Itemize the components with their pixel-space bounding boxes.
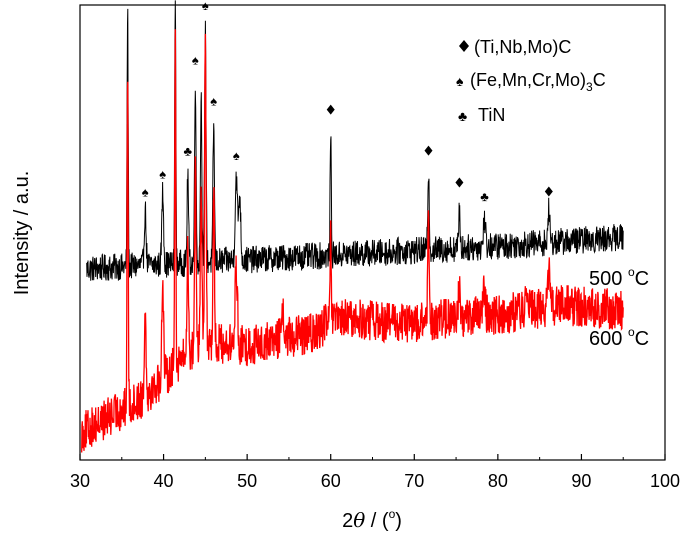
series-label-500-unit: C <box>635 268 649 290</box>
series-label-600-value: 600 <box>589 328 628 350</box>
x-tick-label-50: 50 <box>237 471 257 491</box>
series-label-600-sup: o <box>628 325 635 339</box>
legend-entry-diamond: (Ti,Nb,Mo)C <box>459 37 571 57</box>
x-tick-label-30: 30 <box>70 471 90 491</box>
peak-spade-icon: ♠ <box>142 185 149 200</box>
legend-diamond-icon <box>459 40 469 52</box>
y-axis-label: Intensity / a.u. <box>11 171 33 296</box>
series-label-500: 500 oC <box>589 265 649 290</box>
x-axis-label-theta: θ <box>353 508 365 532</box>
series-label-500-sup: o <box>628 265 635 279</box>
peak-markers: ♠ ♠ ♣ ♠ ♠ ♠ ♠ ♣ <box>142 0 553 204</box>
peak-spade-icon: ♠ <box>202 0 209 13</box>
peak-diamond-icon <box>544 186 553 197</box>
series-layer <box>81 0 624 453</box>
peak-spade-icon: ♠ <box>233 148 240 163</box>
peak-spade-icon: ♠ <box>192 53 199 68</box>
peak-diamond-icon <box>424 145 433 156</box>
x-tick-label-70: 70 <box>404 471 424 491</box>
x-tick-label-100: 100 <box>650 471 680 491</box>
legend: (Ti,Nb,Mo)C ♠ (Fe,Mn,Cr,Mo)3C ♣ TiN <box>456 37 606 125</box>
legend-cementite-sub: 3 <box>586 80 593 94</box>
legend-entry-spade: ♠ (Fe,Mn,Cr,Mo)3C <box>456 70 606 94</box>
x-axis-label-sup: o <box>389 507 396 521</box>
peak-club-icon: ♣ <box>480 189 489 204</box>
x-tick-label-80: 80 <box>488 471 508 491</box>
x-ticks: 30 40 50 60 70 80 90 100 <box>70 454 680 491</box>
peak-spade-icon: ♠ <box>210 94 217 109</box>
series-line-600 <box>81 29 624 453</box>
peak-spade-icon: ♠ <box>159 166 166 181</box>
peak-club-icon: ♣ <box>184 144 193 159</box>
series-label-600-unit: C <box>635 328 649 350</box>
x-axis-label-middle: / ( <box>365 510 389 532</box>
x-axis-label-prefix: 2 <box>342 510 353 532</box>
x-axis-label: 2θ / (o) <box>342 507 402 532</box>
legend-club-icon: ♣ <box>458 108 467 124</box>
series-label-500-value: 500 <box>589 268 628 290</box>
legend-label-cementite: (Fe,Mn,Cr,Mo)3C <box>470 70 606 94</box>
x-tick-label-40: 40 <box>154 471 174 491</box>
x-tick-label-90: 90 <box>571 471 591 491</box>
legend-label-tin: TiN <box>478 105 505 125</box>
x-tick-label-60: 60 <box>321 471 341 491</box>
series-label-600: 600 oC <box>589 325 649 350</box>
legend-cementite-main: (Fe,Mn,Cr,Mo) <box>470 70 586 90</box>
legend-cementite-after: C <box>593 70 606 90</box>
peak-diamond-icon <box>455 177 464 188</box>
legend-spade-icon: ♠ <box>456 73 464 89</box>
legend-entry-club: ♣ TiN <box>458 105 505 125</box>
peak-diamond-icon <box>326 104 335 115</box>
legend-label-carbide-mc: (Ti,Nb,Mo)C <box>474 37 571 57</box>
x-axis-label-suffix: ) <box>395 510 402 532</box>
